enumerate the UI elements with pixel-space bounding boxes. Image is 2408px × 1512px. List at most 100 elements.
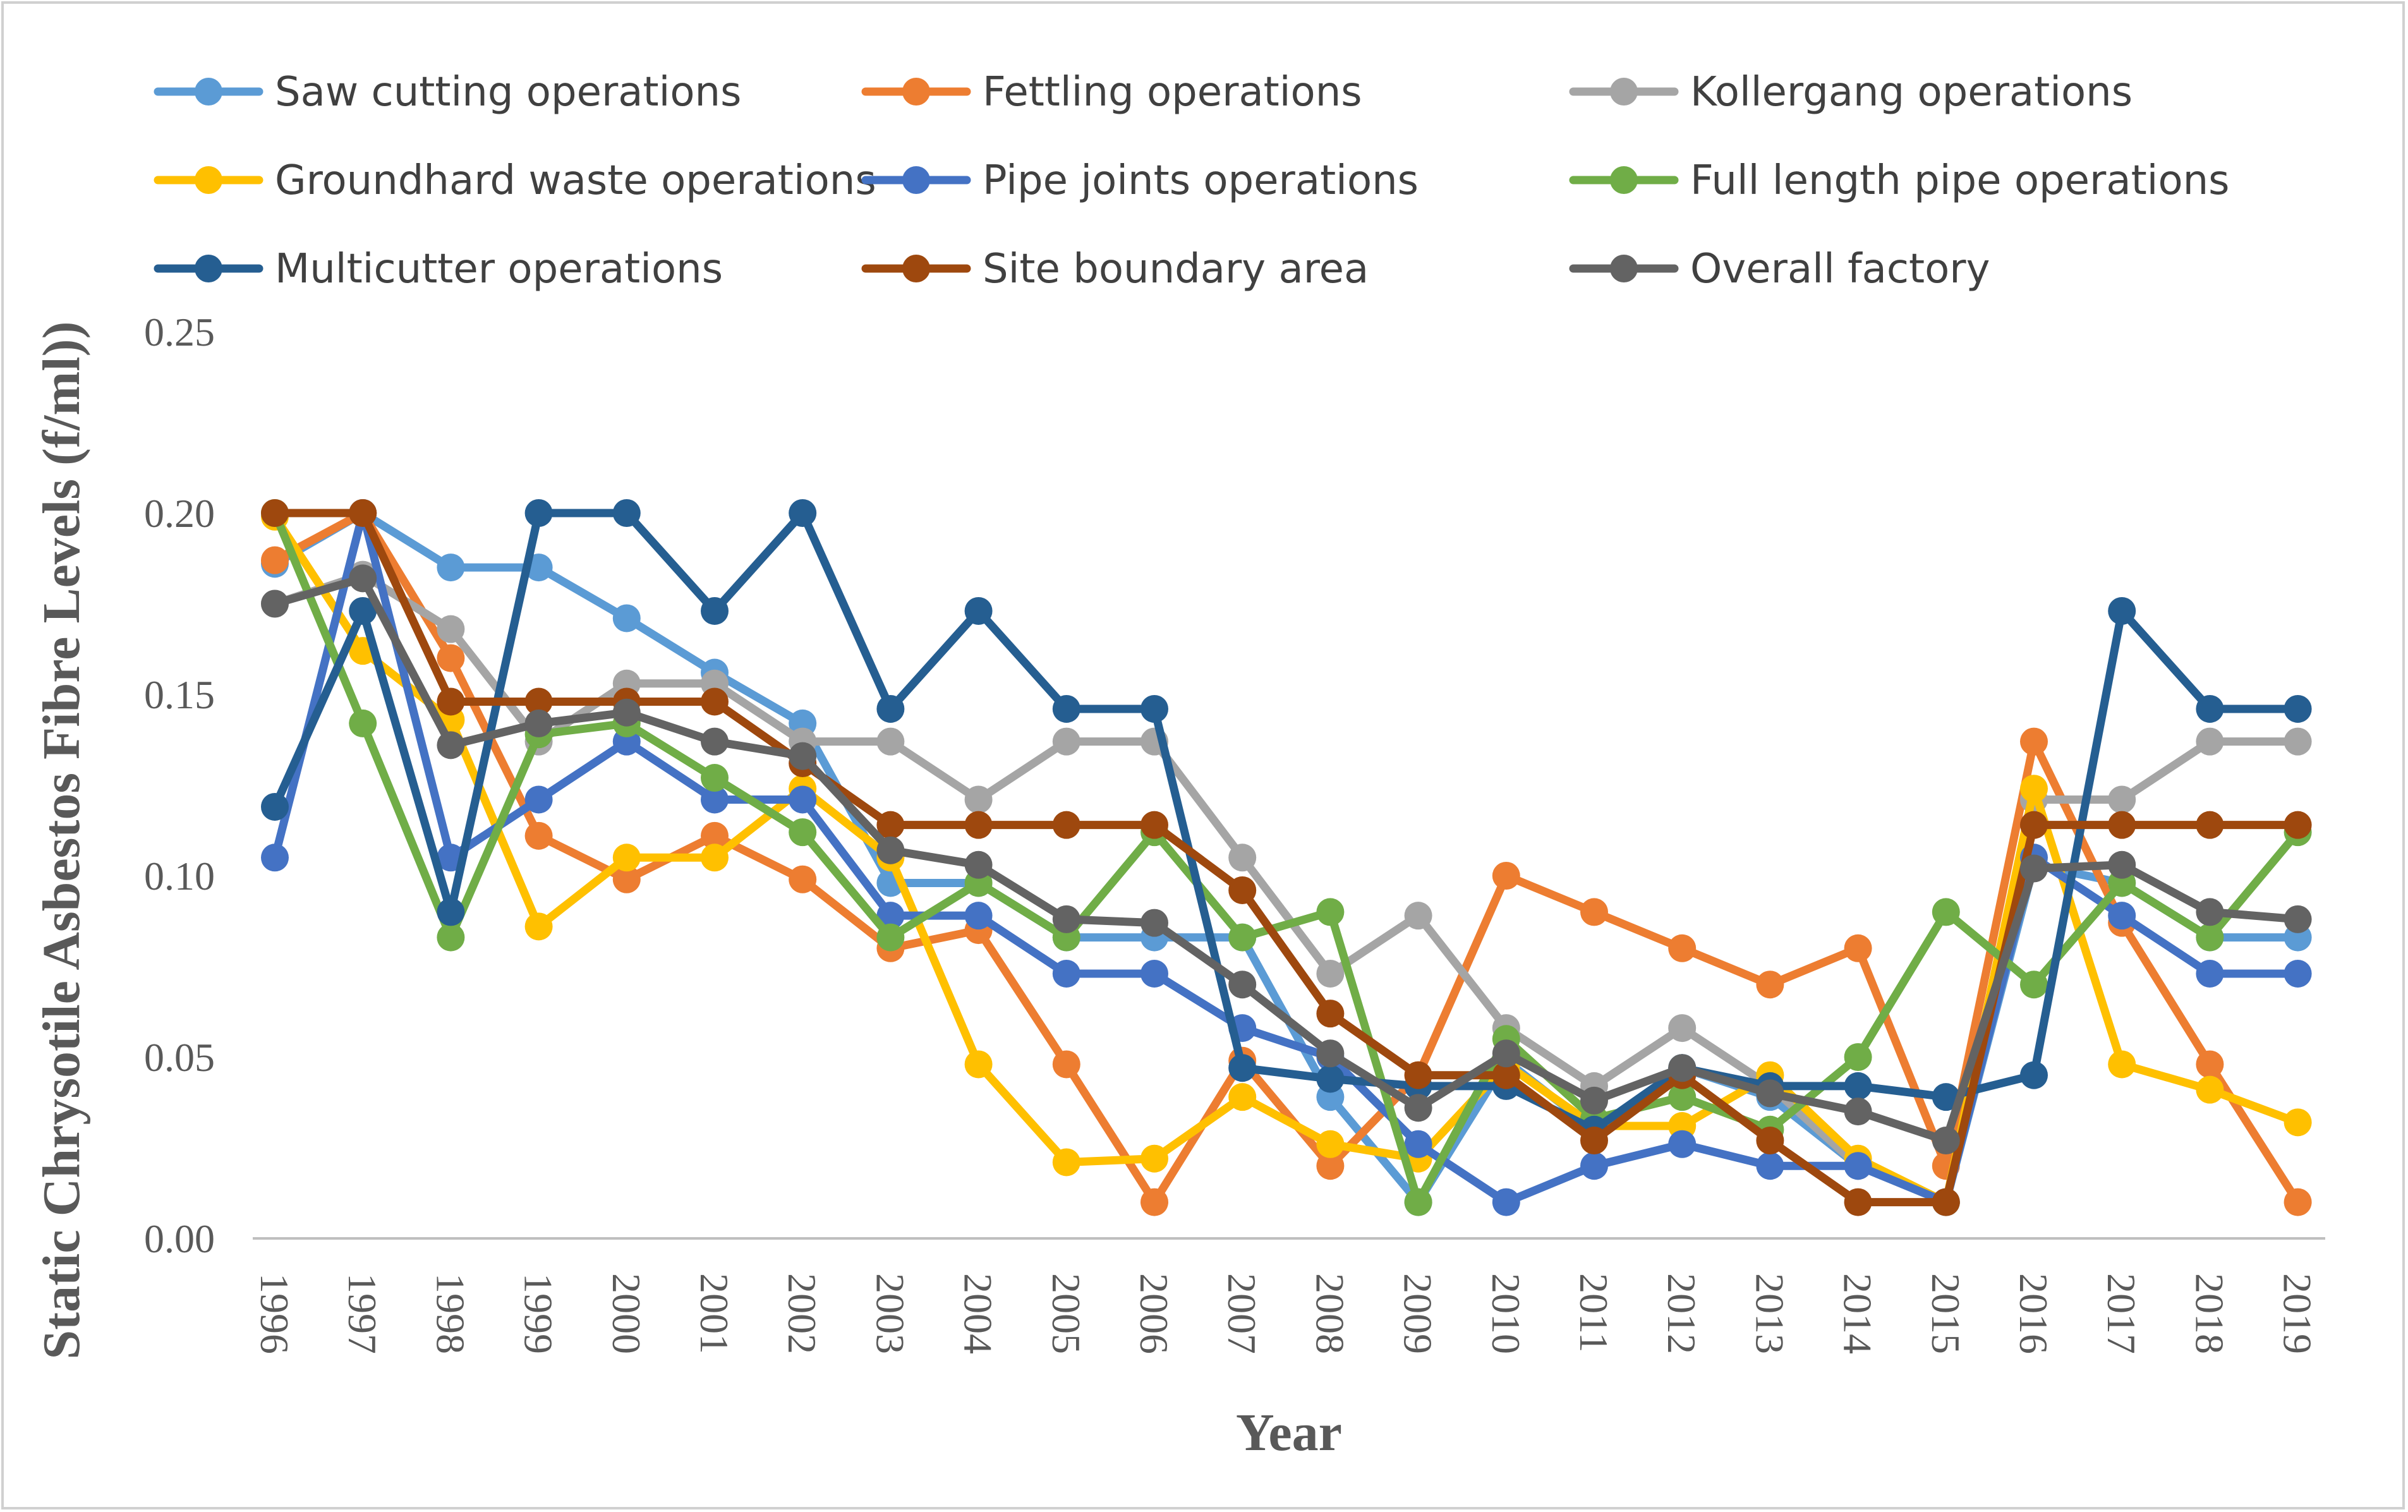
x-tick-label: 1999 [516, 1273, 561, 1354]
legend-label: Groundhard waste operations [275, 157, 876, 204]
y-tick-label: 0.15 [144, 672, 215, 717]
legend-label: Site boundary area [983, 246, 1369, 293]
y-axis-title: Static Chrysotile Asbestos Fibre Levels … [32, 321, 91, 1359]
data-point [2196, 923, 2224, 952]
data-point [349, 564, 377, 593]
x-tick-label: 2004 [956, 1273, 1001, 1354]
data-point [437, 731, 465, 759]
data-point [1316, 959, 1345, 988]
x-tick-label: 2012 [1659, 1273, 1704, 1354]
y-tick-label: 0.10 [144, 854, 215, 898]
data-point [1316, 1039, 1345, 1068]
legend-item: Kollergang operations [1569, 69, 2133, 116]
y-tick-label: 0.05 [144, 1035, 215, 1080]
x-axis: 1996 1997 1998 1999 2000 2001 2002 2003 2004 2005… [252, 1237, 2325, 1354]
data-point [1580, 1127, 1608, 1155]
data-point [1580, 1152, 1608, 1180]
data-point [2020, 1061, 2048, 1089]
data-point [2196, 1075, 2224, 1104]
data-point [876, 836, 905, 864]
series-line [270, 509, 2302, 1207]
x-tick-label: 2016 [2011, 1273, 2056, 1354]
x-tick-label: 2006 [1132, 1273, 1177, 1354]
data-point [876, 902, 905, 930]
data-point [1844, 1098, 1872, 1126]
data-point [701, 764, 729, 792]
data-point [2284, 1108, 2312, 1137]
data-point [2196, 1050, 2224, 1079]
legend-item: Site boundary area [861, 246, 1369, 293]
data-point [261, 792, 289, 821]
data-point [1140, 959, 1168, 988]
data-point [1668, 934, 1697, 962]
data-point [1932, 1188, 1960, 1216]
data-point [349, 709, 377, 737]
data-point [964, 596, 993, 625]
data-point [876, 727, 905, 756]
data-point [612, 604, 641, 632]
data-point [1668, 1130, 1697, 1158]
data-point [524, 821, 553, 850]
legend-item: Fettling operations [861, 69, 1362, 116]
data-point [1492, 1061, 1520, 1089]
data-point [2196, 959, 2224, 988]
data-point [1228, 971, 1257, 999]
data-point [612, 865, 641, 893]
data-point [1580, 898, 1608, 926]
data-point [1228, 923, 1257, 952]
x-tick-label: 2000 [604, 1273, 649, 1354]
data-point [1932, 898, 1960, 926]
data-point [1404, 902, 1432, 930]
x-tick-label: 2003 [868, 1273, 912, 1354]
data-point [964, 811, 993, 839]
x-tick-label: 2018 [2187, 1273, 2232, 1354]
data-point [876, 694, 905, 723]
data-point [789, 499, 817, 527]
data-point [524, 912, 553, 941]
data-point [612, 844, 641, 872]
x-tick-label: 2002 [780, 1273, 825, 1354]
data-point [261, 844, 289, 872]
x-tick-label: 2008 [1307, 1273, 1352, 1354]
x-tick-label: 2013 [1747, 1273, 1792, 1354]
data-point [1052, 1050, 1080, 1079]
legend-label: Saw cutting operations [275, 69, 741, 116]
data-point [524, 785, 553, 814]
data-point [2108, 596, 2136, 625]
data-point [1932, 1127, 1960, 1155]
legend-label: Full length pipe operations [1690, 157, 2230, 204]
data-point [1052, 959, 1080, 988]
data-point [261, 499, 289, 527]
data-point [437, 644, 465, 672]
data-point [876, 923, 905, 952]
data-point [1052, 811, 1080, 839]
x-tick-label: 2001 [692, 1273, 737, 1354]
x-tick-label: 2011 [1571, 1273, 1616, 1353]
data-point [789, 785, 817, 814]
data-point [1228, 876, 1257, 904]
data-point [1756, 971, 1784, 999]
data-point [1316, 1065, 1345, 1093]
data-point [2020, 854, 2048, 883]
data-point [437, 687, 465, 716]
legend-item: Full length pipe operations [1569, 157, 2230, 204]
data-point [1052, 1148, 1080, 1176]
data-point [1932, 1083, 1960, 1111]
data-point [1316, 1152, 1345, 1180]
data-point [2108, 902, 2136, 930]
data-point [2020, 811, 2048, 839]
data-point [524, 709, 553, 737]
data-point [1228, 1054, 1257, 1082]
legend-swatch-marker [902, 255, 930, 282]
data-point [437, 898, 465, 926]
data-point [1140, 1188, 1168, 1216]
legend-swatch-marker [195, 78, 222, 106]
data-point [1404, 1188, 1432, 1216]
data-point [2196, 811, 2224, 839]
data-point [1140, 694, 1168, 723]
data-point [612, 499, 641, 527]
data-point [701, 844, 729, 872]
data-point [701, 821, 729, 850]
